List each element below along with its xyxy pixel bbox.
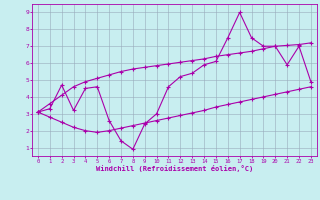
X-axis label: Windchill (Refroidissement éolien,°C): Windchill (Refroidissement éolien,°C)	[96, 165, 253, 172]
